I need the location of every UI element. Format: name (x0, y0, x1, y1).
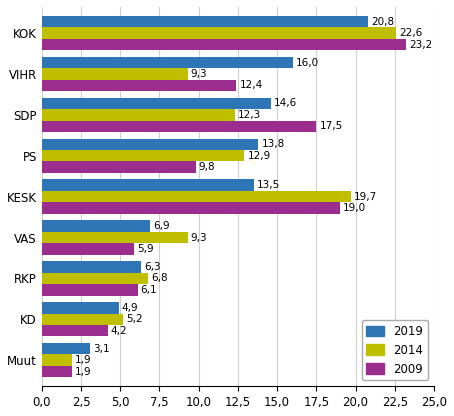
Text: 6,9: 6,9 (153, 221, 170, 231)
Text: 23,2: 23,2 (409, 40, 432, 50)
Bar (42, 220, 150, 232)
Text: 22,6: 22,6 (400, 28, 423, 38)
Bar (42, 191, 351, 202)
Text: 12,3: 12,3 (238, 110, 261, 120)
Text: 6,3: 6,3 (144, 262, 160, 272)
Text: 9,8: 9,8 (199, 162, 215, 172)
Bar (42, 80, 237, 91)
Bar (42, 57, 293, 68)
Bar (42, 16, 368, 27)
Bar (42, 150, 244, 161)
Bar (42, 98, 271, 109)
Text: 12,9: 12,9 (247, 151, 271, 161)
Bar (42, 354, 72, 366)
Bar (42, 325, 108, 337)
Text: 19,7: 19,7 (354, 192, 377, 202)
Legend: 2019, 2014, 2009: 2019, 2014, 2009 (362, 320, 428, 380)
Bar (42, 302, 118, 314)
Bar (42, 179, 254, 191)
Text: 17,5: 17,5 (320, 121, 343, 131)
Text: 14,6: 14,6 (274, 99, 297, 109)
Text: 9,3: 9,3 (191, 233, 207, 243)
Text: 3,1: 3,1 (94, 344, 110, 354)
Bar (42, 284, 138, 296)
Text: 12,4: 12,4 (240, 80, 263, 90)
Text: 6,8: 6,8 (152, 273, 168, 283)
Bar (42, 161, 196, 173)
Bar (42, 272, 148, 284)
Text: 9,3: 9,3 (191, 69, 207, 79)
Bar (42, 139, 258, 150)
Text: 5,9: 5,9 (138, 244, 154, 254)
Text: 1,9: 1,9 (75, 355, 91, 365)
Bar (42, 232, 188, 243)
Text: 20,8: 20,8 (371, 17, 395, 27)
Text: 19,0: 19,0 (343, 203, 366, 213)
Text: 4,2: 4,2 (111, 326, 128, 336)
Bar (42, 343, 90, 354)
Bar (42, 202, 340, 214)
Text: 16,0: 16,0 (296, 57, 319, 67)
Bar (42, 243, 134, 255)
Bar (42, 68, 188, 80)
Bar (42, 39, 406, 50)
Bar (42, 261, 141, 272)
Bar (42, 121, 316, 132)
Text: 5,2: 5,2 (127, 314, 143, 324)
Bar (42, 109, 235, 121)
Text: 13,8: 13,8 (262, 139, 285, 149)
Text: 13,5: 13,5 (257, 180, 280, 190)
Bar (42, 366, 72, 377)
Bar (42, 314, 123, 325)
Text: 1,9: 1,9 (75, 366, 91, 376)
Bar (42, 27, 396, 39)
Text: 6,1: 6,1 (141, 285, 157, 295)
Text: 4,9: 4,9 (122, 303, 138, 313)
